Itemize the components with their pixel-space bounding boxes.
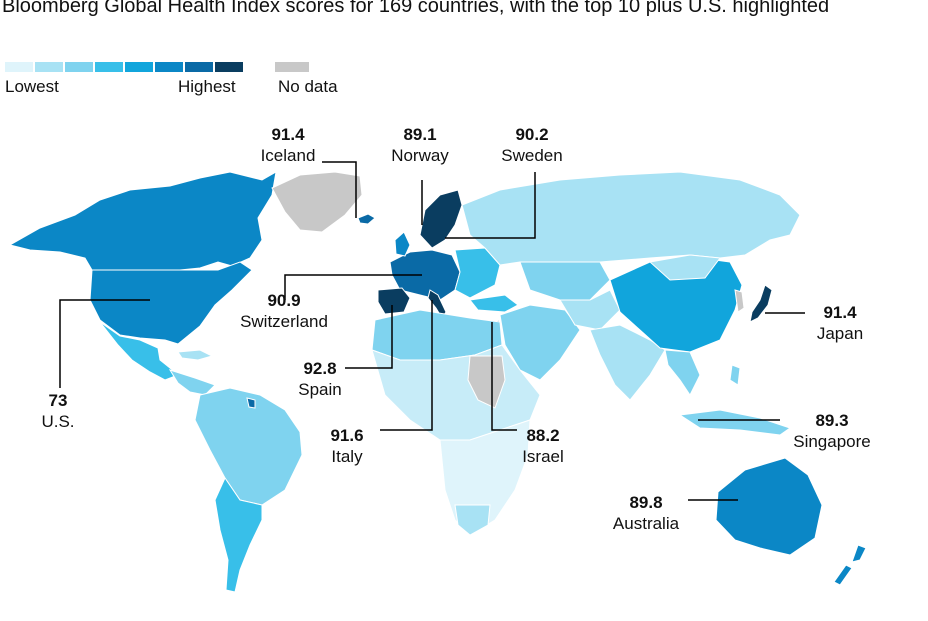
legend-swatch xyxy=(35,62,63,72)
russia-shape xyxy=(461,171,801,266)
callout-iceland: 91.4 Iceland xyxy=(238,124,338,166)
callout-country: Switzerland xyxy=(240,312,328,331)
japan-shape xyxy=(749,284,773,323)
southeast-asia-shape xyxy=(664,349,701,396)
legend-swatch xyxy=(5,62,33,72)
callout-value: 91.6 xyxy=(330,426,364,445)
guyana-shape xyxy=(246,397,256,409)
middle-east-shape xyxy=(499,304,581,381)
leader-line-spain xyxy=(345,305,393,369)
sudan-shape xyxy=(467,355,506,409)
callout-country: U.S. xyxy=(41,412,75,431)
south-africa-shape xyxy=(454,504,491,536)
callout-value: 89.3 xyxy=(815,411,849,430)
central-america-shape xyxy=(168,369,216,396)
callout-value: 90.2 xyxy=(515,125,549,144)
legend-nodata-swatch xyxy=(275,62,309,72)
callout-australia: 89.8 Australia xyxy=(600,492,692,534)
callout-value: 89.8 xyxy=(629,493,663,512)
legend-swatch xyxy=(125,62,153,72)
callout-value: 91.4 xyxy=(271,125,305,144)
callout-italy: 91.6 Italy xyxy=(314,425,380,467)
callout-switzerland: 90.9 Switzerland xyxy=(222,290,346,332)
leader-line-iceland xyxy=(322,161,357,218)
legend-swatch xyxy=(185,62,213,72)
mongolia-shape xyxy=(648,254,721,281)
callout-us: 73 U.S. xyxy=(28,390,88,432)
callout-country: Norway xyxy=(391,146,449,165)
leader-line-italy xyxy=(380,300,433,431)
callout-country: Italy xyxy=(331,447,363,466)
callout-value: 73 xyxy=(48,391,68,410)
callout-value: 88.2 xyxy=(526,426,560,445)
callout-leader-lines xyxy=(59,161,805,501)
callout-value: 91.4 xyxy=(823,303,857,322)
chart-title: Bloomberg Global Health Index scores for… xyxy=(2,0,830,17)
indonesia-shape xyxy=(678,409,792,436)
legend-swatch xyxy=(155,62,183,72)
callout-value: 92.8 xyxy=(303,359,337,378)
korea-shape xyxy=(734,289,745,313)
callout-country: Iceland xyxy=(260,146,316,165)
legend-swatch xyxy=(215,62,243,72)
south-america-south-shape xyxy=(214,476,263,593)
uk-shape xyxy=(394,231,411,257)
leader-line-switzerland xyxy=(284,274,422,300)
australia-shape xyxy=(715,457,823,556)
kazakhstan-shape xyxy=(519,261,611,301)
south-america-north-shape xyxy=(194,387,303,506)
callout-sweden: 90.2 Sweden xyxy=(482,124,582,166)
india-shape xyxy=(589,324,666,401)
callout-country: Japan xyxy=(816,324,864,343)
canada-shape xyxy=(8,171,277,271)
leader-line-us xyxy=(59,299,150,388)
iberia-shape xyxy=(377,287,411,315)
callout-norway: 89.1 Norway xyxy=(370,124,470,166)
legend-color-scale xyxy=(5,62,245,72)
callout-country: Singapore xyxy=(793,432,871,451)
turkey-shape xyxy=(469,294,519,313)
callout-japan: 91.4 Japan xyxy=(800,302,880,344)
color-legend xyxy=(5,62,245,72)
new-zealand-shape xyxy=(833,544,867,586)
callout-country: Israel xyxy=(522,447,564,466)
callout-value: 89.1 xyxy=(403,125,437,144)
leader-line-israel xyxy=(491,322,517,431)
greenland-shape xyxy=(271,171,363,233)
callout-country: Spain xyxy=(298,380,342,399)
legend-swatch xyxy=(95,62,123,72)
legend-nodata-label: No data xyxy=(278,77,338,96)
legend-highest-label: Highest xyxy=(178,77,236,96)
legend-swatch xyxy=(65,62,93,72)
callout-singapore: 89.3 Singapore xyxy=(780,410,884,452)
callout-country: Australia xyxy=(612,514,680,533)
callout-spain: 92.8 Spain xyxy=(282,358,358,400)
callout-value: 90.9 xyxy=(267,291,301,310)
leader-line-sweden xyxy=(445,172,536,239)
callout-israel: 88.2 Israel xyxy=(508,425,578,467)
legend-lowest-label: Lowest xyxy=(5,77,59,96)
scandinavia-shape xyxy=(419,189,463,249)
callout-country: Sweden xyxy=(501,146,563,165)
caribbean-shape xyxy=(177,349,214,361)
iceland-shape xyxy=(357,213,376,225)
philippines-shape xyxy=(729,364,741,386)
usa-shape xyxy=(89,261,253,345)
